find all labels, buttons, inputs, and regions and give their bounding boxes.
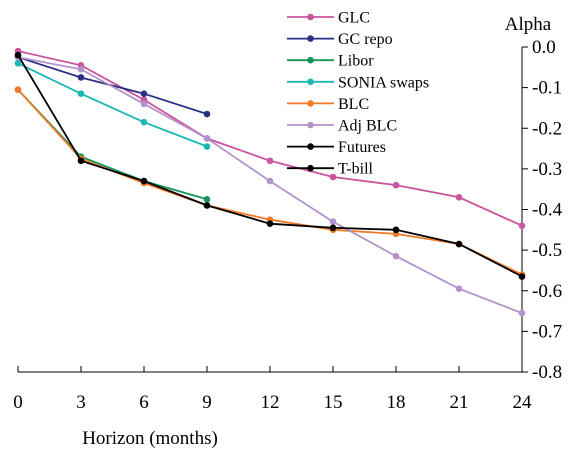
legend-marker	[307, 35, 314, 42]
legend-marker	[307, 78, 314, 86]
legend-marker	[307, 13, 314, 21]
x-tick-label: 21	[450, 392, 469, 413]
axes: 0 3 6 9 12 15 18 21 24 0.0 -0.1 -0.2 -0.3 -0.4 -0.5 -0.…	[13, 37, 562, 413]
data-point	[77, 157, 85, 165]
legend-marker	[307, 164, 314, 172]
x-tick-label: 15	[324, 392, 343, 413]
legend-label: Adj BLC	[338, 118, 397, 135]
data-point	[455, 194, 463, 201]
y-tick-label: -0.1	[532, 78, 562, 99]
legend-item: GC repo	[287, 31, 393, 48]
data-point	[266, 220, 274, 228]
x-axis-title: Horizon (months)	[82, 428, 218, 449]
data-point	[329, 218, 337, 225]
data-point	[518, 309, 526, 317]
x-tick-label: 24	[513, 392, 533, 413]
legend-item: Futures	[287, 139, 386, 156]
y-tick-label: -0.6	[532, 281, 562, 302]
data-point	[518, 273, 526, 280]
plot-area	[14, 47, 526, 317]
legend-marker	[307, 143, 314, 150]
data-point	[14, 59, 22, 67]
x-tick-label: 18	[387, 392, 406, 413]
legend-marker	[307, 121, 314, 129]
legend-item: SONIA swaps	[287, 74, 429, 91]
data-point	[266, 177, 274, 185]
legend-item: T-bill	[287, 161, 374, 178]
data-point	[77, 74, 85, 81]
legend-item: Adj BLC	[287, 118, 397, 135]
data-point	[77, 66, 85, 73]
series-line	[17, 62, 208, 148]
x-tick-label: 9	[202, 392, 212, 413]
series-line	[17, 54, 523, 278]
series-sonia-swaps	[14, 59, 211, 150]
data-point	[203, 196, 211, 203]
data-point	[140, 90, 148, 98]
data-point	[392, 252, 400, 260]
series-libor	[14, 86, 211, 203]
data-point	[14, 86, 22, 93]
series-line	[17, 89, 208, 201]
x-tick-label: 12	[261, 392, 280, 413]
y-tick-label: -0.8	[532, 362, 562, 383]
y-axis-title: Alpha	[505, 14, 552, 35]
series-line	[17, 50, 523, 227]
data-point	[329, 173, 337, 181]
legend-item: GLC	[287, 10, 370, 27]
legend-label: GLC	[338, 10, 370, 27]
legend-label: BLC	[338, 96, 369, 113]
y-tick-label: 0.0	[532, 37, 556, 58]
data-point	[266, 157, 274, 165]
data-point	[203, 143, 211, 150]
legend-marker	[307, 56, 314, 64]
x-tick-label: 6	[139, 392, 149, 413]
data-point	[203, 110, 211, 118]
series-futures	[14, 51, 526, 280]
y-tick-label: -0.4	[532, 200, 563, 221]
data-point	[14, 51, 22, 59]
data-point	[77, 90, 85, 98]
y-tick-label: -0.3	[532, 159, 562, 180]
data-point	[392, 226, 400, 234]
y-tick-label: -0.7	[532, 321, 562, 342]
legend-item: BLC	[287, 96, 369, 113]
x-tick-label: 0	[13, 392, 23, 413]
x-tick-label: 3	[76, 392, 86, 413]
data-point	[329, 224, 337, 232]
y-tick-label: -0.5	[532, 240, 562, 261]
data-point	[518, 222, 526, 230]
data-point	[455, 240, 463, 248]
data-point	[455, 285, 463, 293]
data-point	[392, 181, 400, 189]
data-point	[203, 202, 211, 209]
legend-label: GC repo	[338, 31, 393, 48]
legend-label: Futures	[338, 139, 386, 156]
legend-item: Libor	[287, 53, 374, 70]
data-point	[140, 100, 148, 108]
series-adj-blc	[14, 53, 526, 317]
series-line	[17, 56, 523, 314]
legend-marker	[307, 100, 314, 107]
legend-label: T-bill	[338, 161, 374, 178]
data-point	[203, 135, 211, 142]
data-point	[140, 118, 148, 126]
legend-label: SONIA swaps	[338, 74, 429, 91]
data-point	[140, 177, 148, 185]
legend: GLC GC repo Libor SONIA swaps BLC Adj BLC Futu…	[287, 10, 429, 178]
legend-label: Libor	[338, 53, 374, 70]
y-tick-label: -0.2	[532, 118, 562, 139]
